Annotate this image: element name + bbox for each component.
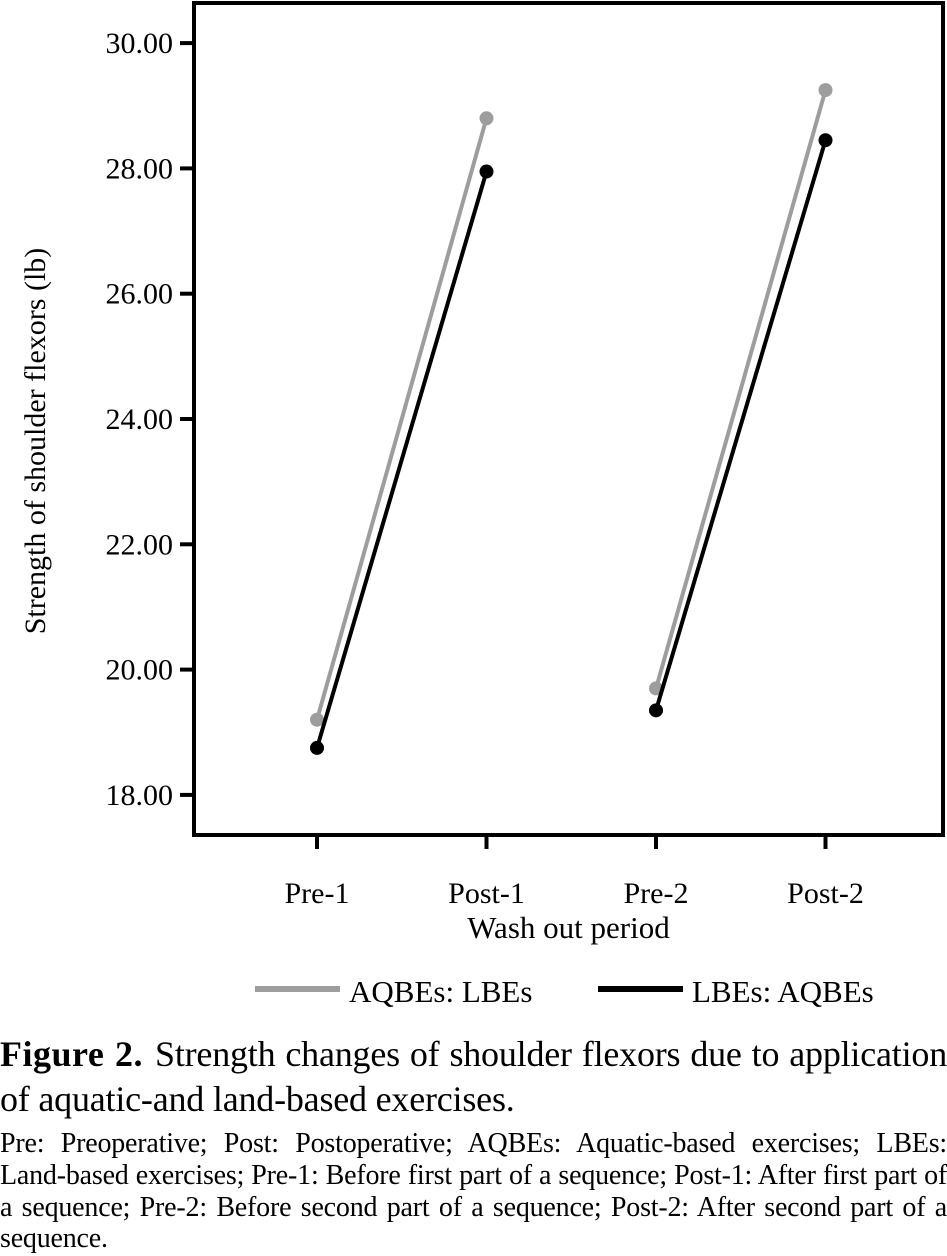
y-tick-label: 18.00: [106, 779, 174, 812]
x-tick-label: Pre-2: [624, 877, 689, 910]
figure-caption-label: Figure 2.: [0, 1034, 143, 1074]
y-tick-label: 30.00: [106, 27, 174, 60]
data-point-marker: [310, 740, 324, 755]
x-tick-label: Pre-1: [285, 877, 350, 910]
data-point-marker: [479, 164, 494, 179]
data-point-marker: [649, 703, 663, 718]
series-line-segment: [315, 170, 489, 749]
figure-footnote: Pre: Preoperative; Post: Postoperative; …: [0, 1128, 947, 1255]
data-point-marker: [818, 133, 833, 148]
series-line-segment: [654, 139, 828, 711]
y-tick-label: 28.00: [106, 152, 174, 185]
x-axis-title: Wash out period: [467, 910, 670, 945]
data-point-marker: [818, 83, 833, 98]
data-point-marker: [479, 111, 494, 126]
y-tick-label: 24.00: [106, 403, 174, 436]
legend-label: LBEs: AQBEs: [692, 974, 874, 1009]
y-tick-label: 20.00: [106, 654, 174, 687]
series-line-segment: [315, 117, 489, 721]
figure-caption-text: Strength changes of shoulder flexors due…: [0, 1034, 947, 1119]
y-axis-title: Strength of shoulder flexors (lb): [19, 248, 52, 635]
x-tick-label: Post-1: [448, 877, 525, 910]
series-line-segment: [654, 89, 828, 689]
y-tick-label: 26.00: [106, 278, 174, 311]
data-point-marker: [310, 712, 324, 727]
plot-frame: [192, 1, 945, 837]
legend-label: AQBEs: LBEs: [349, 974, 532, 1009]
figure-caption: Figure 2. Strength changes of shoulder fl…: [0, 1032, 947, 1122]
x-tick-label: Post-2: [787, 877, 864, 910]
y-tick-label: 22.00: [106, 528, 174, 561]
strength-line-chart: 30.00 28.00 26.00 24.00 22.00 20.00 18.00 Pre-1…: [19, 1, 945, 1009]
